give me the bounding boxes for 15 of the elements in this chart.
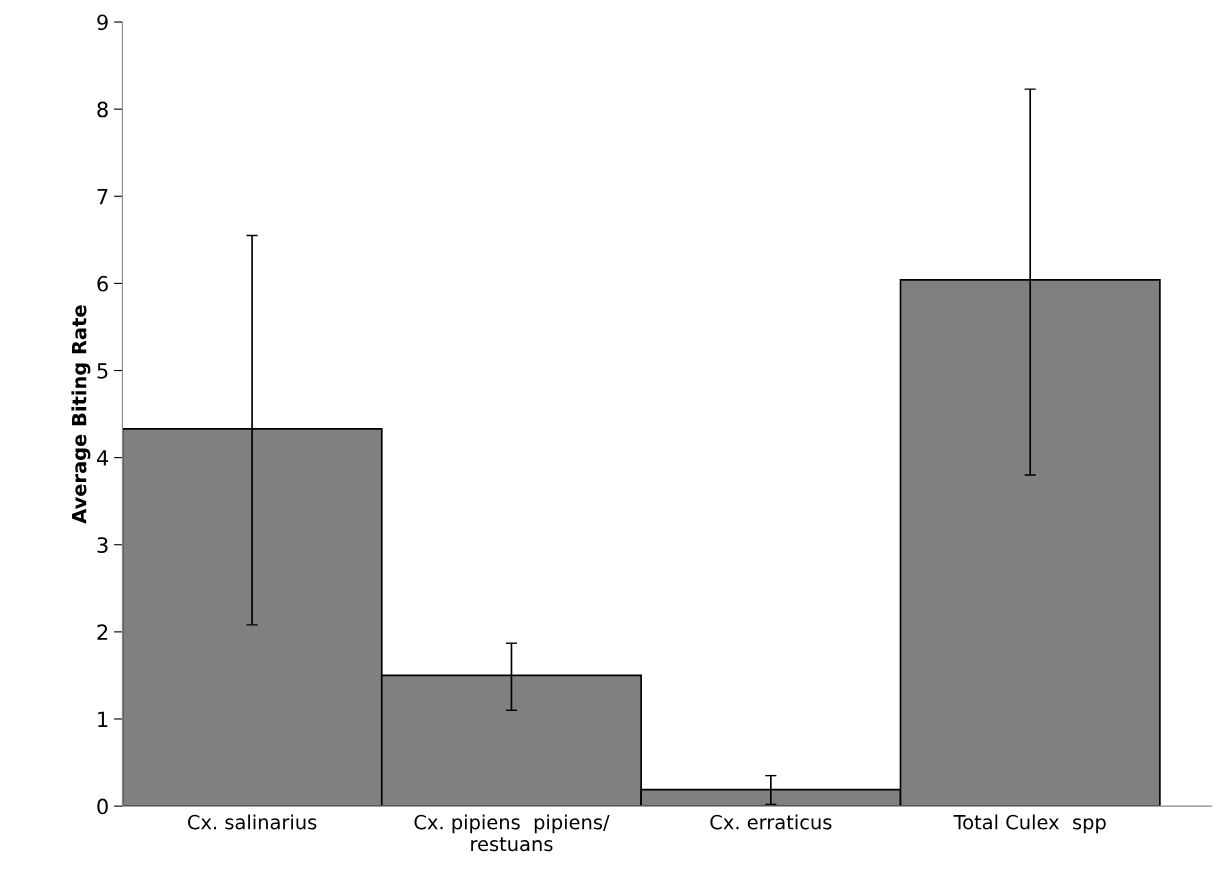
x-tick-label: Cx. salinarius [187, 814, 317, 830]
y-tick-label: 5 [97, 363, 108, 379]
y-tick-label: 1 [98, 711, 108, 727]
x-tick-label: Total Culex spp [953, 814, 1106, 834]
y-tick-label: 6 [97, 275, 108, 292]
x-tick-label: Cx. pipiens pipiens/ restuans [414, 814, 610, 852]
y-tick-label: 3 [97, 537, 108, 553]
y-tick-label: 2 [97, 624, 108, 640]
y-tick-label: 9 [97, 14, 108, 31]
y-tick-label: 7 [97, 188, 108, 205]
y-tick-label: 8 [97, 101, 108, 118]
y-axis-title: Average Biting Rate [71, 305, 91, 524]
y-tick-label: 0 [97, 798, 108, 815]
x-tick-label: Cx. erraticus [710, 814, 832, 830]
y-tick-label: 4 [96, 450, 109, 466]
